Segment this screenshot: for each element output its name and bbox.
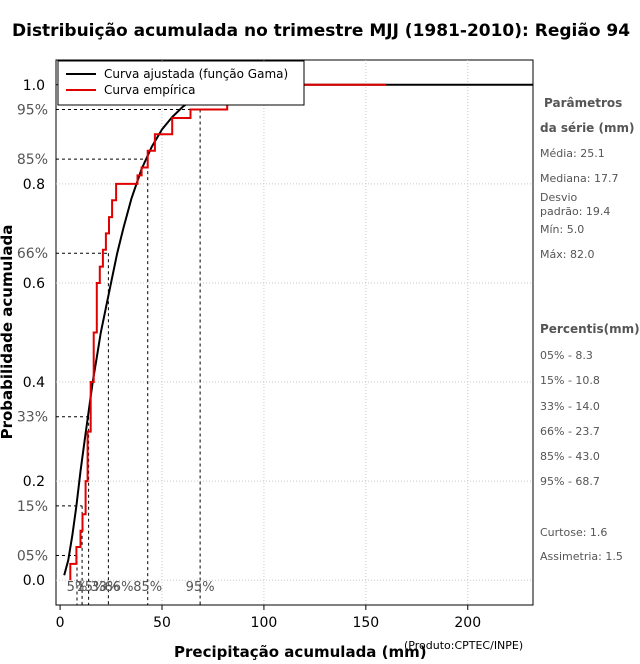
legend-label-empirical: Curva empírica [104,83,195,97]
x-percentile-label: 95% [186,580,215,595]
x-percentile-labels: 5% 15% 33% 66% 85% 95% [67,580,215,595]
empirical-step-curve [69,83,387,581]
stat-p05: 05% - 8.3 [540,349,593,362]
stat-p33: 33% - 14.0 [540,400,600,413]
source-note: (Produto:CPTEC/INPE) [404,639,523,652]
y-percentile-label: 33% [17,410,48,426]
stat-max: Máx: 82.0 [540,248,594,261]
stat-p95: 95% - 68.7 [540,475,600,488]
y-percentile-label: 85% [17,152,48,168]
x-tick-label: 100 [251,615,278,631]
legend-label-fitted: Curva ajustada (função Gama) [104,67,288,81]
stat-p85: 85% - 43.0 [540,450,600,463]
x-percentile-label: 85% [133,580,162,595]
y-percentile-label: 05% [17,548,48,564]
plot-frame [55,59,534,606]
x-tick-marks [59,605,469,610]
y-percentile-labels: 05% 15% 33% 66% 85% 95% [17,103,48,565]
y-percentile-label: 15% [17,499,48,515]
x-percentile-label: 33% [91,580,120,595]
fitted-gamma-curve [63,83,533,576]
x-tick-label: 150 [352,615,379,631]
params-title-line2: da série (mm) [540,121,634,135]
y-percentile-label: 95% [17,103,48,119]
x-percentile-label: 15% [77,580,106,595]
y-percentile-label: 66% [17,246,48,262]
y-axis-label: Probabilidade acumulada [0,225,16,440]
stat-mediana: Mediana: 17.7 [540,172,618,185]
stat-media: Média: 25.1 [540,147,605,160]
stat-assimetria: Assimetria: 1.5 [540,550,623,563]
x-tick-label: 50 [153,615,171,631]
x-percentile-label: 5% [67,580,88,595]
y-tick-label: 0.0 [23,573,45,589]
x-tick-label: 0 [56,615,65,631]
y-axis-ticks: 0.0 0.2 0.4 0.6 0.8 1.0 [23,78,45,589]
legend: Curva ajustada (função Gama) Curva empír… [57,60,305,106]
legend-box [57,60,305,106]
x-axis-label: Precipitação acumulada (mm) [174,643,427,660]
percentile-guides [56,84,533,605]
y-tick-label: 0.8 [23,177,45,193]
stat-min: Mín: 5.0 [540,223,584,236]
params-title-line1: Parâmetros [544,96,622,110]
stat-desvio-line2: padrão: 19.4 [540,205,610,218]
stat-p66: 66% - 23.7 [540,425,600,438]
percentis-title: Percentis(mm) [540,322,640,336]
x-percentile-label: 66% [105,580,134,595]
stat-desvio-line1: Desvio [540,191,578,204]
side-panel: Parâmetros da série (mm) Média: 25.1 Med… [540,96,640,563]
stat-p15: 15% - 10.8 [540,374,600,387]
y-tick-label: 0.4 [23,375,45,391]
stat-curtose: Curtose: 1.6 [540,526,607,539]
y-tick-label: 0.2 [23,474,45,490]
y-tick-label: 0.6 [23,276,45,292]
x-axis-ticks: 0 50 100 150 200 [56,615,482,631]
x-tick-label: 200 [454,615,481,631]
y-tick-label: 1.0 [23,78,45,94]
chart-title: Distribuição acumulada no trimestre MJJ … [12,21,630,41]
grid-layer [56,60,533,605]
